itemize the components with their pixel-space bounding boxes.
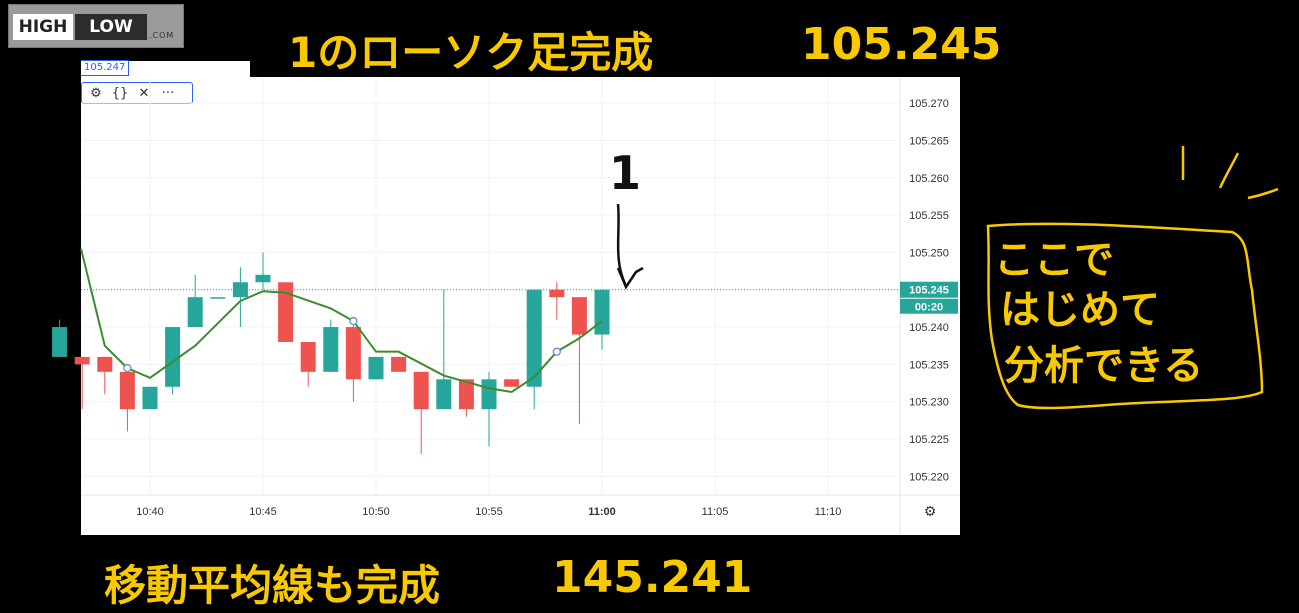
excitement-mark-3: [1247, 187, 1279, 200]
bubble-line-3: 分析できる: [1004, 343, 1204, 389]
logo-high-text: HIGH: [13, 14, 73, 40]
drawing-toolbar[interactable]: ⚙ {} ✕ ···: [81, 82, 193, 104]
logo-com-text: .COM: [149, 31, 175, 40]
bubble-line-2: はじめて: [1000, 287, 1160, 333]
candle: [52, 319, 68, 357]
more-icon[interactable]: ···: [161, 85, 175, 101]
candle-number-label: 1: [609, 146, 642, 200]
bottom-annotation-title: 移動平均線も完成: [104, 561, 441, 610]
top-annotation-title: 1のローソク足完成: [288, 28, 654, 77]
excitement-mark-2: [1218, 152, 1240, 189]
candle-body: [52, 327, 68, 357]
logo-low-text: LOW: [75, 14, 147, 40]
braces-icon[interactable]: {}: [111, 85, 129, 101]
bottom-annotation-price: 145.241: [552, 552, 753, 603]
top-annotation-price: 105.245: [801, 19, 1002, 70]
highlow-logo: HIGH LOW .COM: [8, 4, 184, 48]
chart-panel[interactable]: [81, 77, 960, 535]
bubble-line-1: ここで: [994, 237, 1114, 283]
close-icon[interactable]: ✕: [138, 85, 150, 101]
gear-icon[interactable]: ⚙: [90, 85, 102, 101]
crosshair-price-tag: 105.247: [81, 60, 130, 76]
